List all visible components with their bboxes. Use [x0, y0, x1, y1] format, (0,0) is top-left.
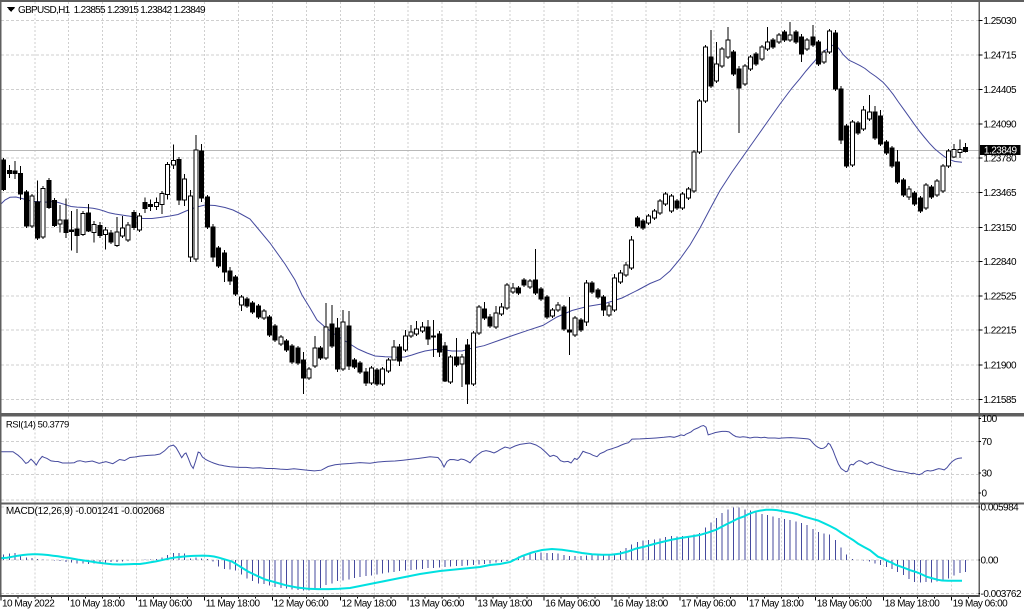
- svg-text:0: 0: [982, 489, 988, 500]
- svg-text:1.23465: 1.23465: [983, 188, 1017, 199]
- svg-text:1.21585: 1.21585: [983, 395, 1017, 406]
- svg-text:17 May 06:00: 17 May 06:00: [681, 599, 737, 610]
- svg-text:1.21900: 1.21900: [983, 360, 1017, 371]
- svg-text:1.24715: 1.24715: [983, 51, 1017, 62]
- svg-text:RSI(14) 50.3779: RSI(14) 50.3779: [6, 420, 69, 431]
- svg-text:1.24405: 1.24405: [983, 85, 1017, 96]
- svg-text:1.23780: 1.23780: [983, 154, 1017, 165]
- svg-text:16 May 06:00: 16 May 06:00: [545, 599, 601, 610]
- svg-text:-0.003762: -0.003762: [981, 589, 1022, 600]
- svg-text:12 May 18:00: 12 May 18:00: [342, 599, 398, 610]
- svg-text:17 May 18:00: 17 May 18:00: [749, 599, 805, 610]
- svg-text:MACD(12,26,9) -0.001241 -0.002: MACD(12,26,9) -0.001241 -0.002068: [6, 506, 165, 517]
- svg-text:11 May 18:00: 11 May 18:00: [206, 599, 261, 610]
- svg-text:12 May 06:00: 12 May 06:00: [274, 599, 330, 610]
- svg-text:13 May 18:00: 13 May 18:00: [477, 599, 533, 610]
- svg-text:0.00: 0.00: [981, 556, 999, 567]
- svg-text:11 May 06:00: 11 May 06:00: [138, 599, 193, 610]
- svg-text:18 May 18:00: 18 May 18:00: [885, 599, 941, 610]
- svg-text:10 May 2022: 10 May 2022: [2, 599, 55, 610]
- svg-text:1.23849: 1.23849: [984, 145, 1018, 156]
- svg-text:19 May 06:00: 19 May 06:00: [953, 599, 1009, 610]
- svg-text:16 May 18:00: 16 May 18:00: [613, 599, 669, 610]
- svg-text:1.24090: 1.24090: [983, 119, 1017, 130]
- svg-text:18 May 06:00: 18 May 06:00: [817, 599, 873, 610]
- svg-text:1.25030: 1.25030: [983, 16, 1017, 27]
- svg-text:30: 30: [982, 469, 993, 480]
- svg-text:1.22215: 1.22215: [983, 326, 1017, 337]
- svg-text:0.005984: 0.005984: [981, 503, 1020, 514]
- svg-text:10 May 18:00: 10 May 18:00: [70, 599, 126, 610]
- svg-text:GBPUSD,H1 1.23855 1.23915 1.2: GBPUSD,H1 1.23855 1.23915 1.23842 1.2384…: [18, 5, 206, 16]
- svg-text:1.22840: 1.22840: [983, 257, 1017, 268]
- svg-text:100: 100: [982, 414, 998, 425]
- svg-text:70: 70: [982, 437, 993, 448]
- svg-text:1.22525: 1.22525: [983, 292, 1017, 303]
- svg-text:1.23150: 1.23150: [983, 223, 1017, 234]
- svg-text:13 May 06:00: 13 May 06:00: [409, 599, 465, 610]
